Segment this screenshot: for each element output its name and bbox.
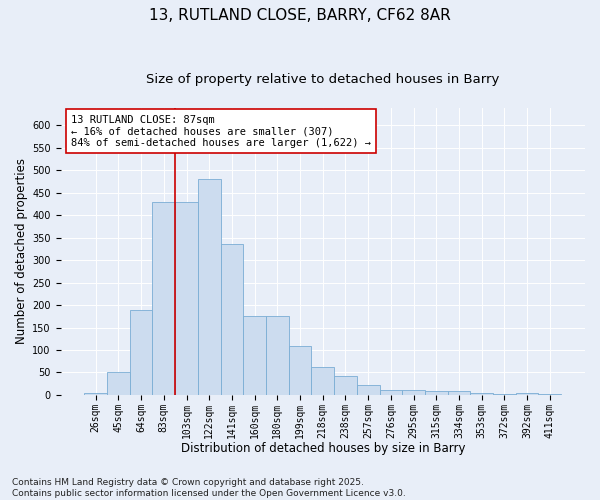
- Bar: [152, 202, 175, 395]
- Y-axis label: Number of detached properties: Number of detached properties: [15, 158, 28, 344]
- Bar: [402, 390, 425, 395]
- Bar: [448, 392, 470, 395]
- Bar: [289, 346, 311, 395]
- Bar: [470, 393, 493, 395]
- Bar: [516, 392, 538, 395]
- Bar: [85, 392, 107, 395]
- Text: Contains HM Land Registry data © Crown copyright and database right 2025.
Contai: Contains HM Land Registry data © Crown c…: [12, 478, 406, 498]
- Bar: [266, 316, 289, 395]
- Bar: [357, 385, 380, 395]
- Bar: [198, 180, 221, 395]
- Title: Size of property relative to detached houses in Barry: Size of property relative to detached ho…: [146, 72, 499, 86]
- Bar: [311, 367, 334, 395]
- Text: 13, RUTLAND CLOSE, BARRY, CF62 8AR: 13, RUTLAND CLOSE, BARRY, CF62 8AR: [149, 8, 451, 22]
- Bar: [107, 372, 130, 395]
- Bar: [175, 202, 198, 395]
- Bar: [493, 394, 516, 395]
- X-axis label: Distribution of detached houses by size in Barry: Distribution of detached houses by size …: [181, 442, 465, 455]
- Bar: [130, 310, 152, 395]
- Bar: [334, 376, 357, 395]
- Bar: [243, 316, 266, 395]
- Bar: [538, 394, 561, 395]
- Bar: [425, 392, 448, 395]
- Text: 13 RUTLAND CLOSE: 87sqm
← 16% of detached houses are smaller (307)
84% of semi-d: 13 RUTLAND CLOSE: 87sqm ← 16% of detache…: [71, 114, 371, 148]
- Bar: [221, 244, 243, 395]
- Bar: [380, 390, 402, 395]
